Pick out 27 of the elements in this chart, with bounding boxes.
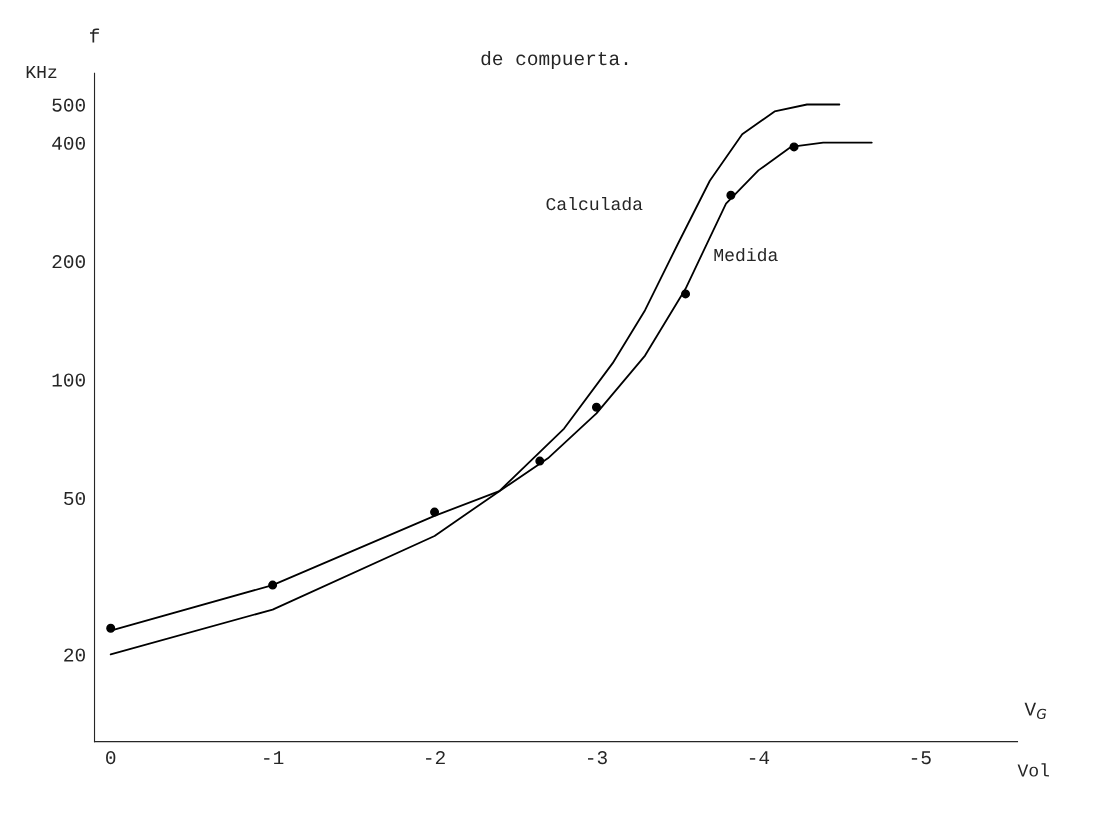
y-tick-label: 500 [52, 98, 85, 112]
y-tick-label: 200 [52, 255, 85, 269]
point [106, 623, 116, 633]
y-tick-label: 50 [64, 491, 85, 506]
point [726, 190, 736, 200]
text: Calculada [546, 196, 643, 211]
x-tick-label: -1 [264, 751, 284, 765]
series-label: Medida [714, 247, 778, 262]
y-tick-label: 100 [52, 373, 85, 387]
point [535, 456, 545, 466]
y-axis-title: f [89, 28, 100, 43]
text: Vol [1017, 763, 1049, 777]
point [268, 580, 278, 590]
x-axis-title: V$_{G}$ [1024, 702, 1047, 719]
point [681, 289, 691, 299]
chart-title: de compuerta. [481, 50, 628, 70]
x-tick-label: -4 [749, 751, 770, 765]
x-tick-label: -5 [911, 751, 931, 765]
x-tick-label: -2 [426, 751, 445, 765]
x-tick-label: -3 [587, 751, 607, 765]
x-tick-label: 0 [106, 751, 116, 765]
point [591, 402, 601, 412]
text: KHz [26, 66, 57, 79]
point [789, 142, 799, 152]
y-tick-label: 20 [64, 648, 85, 662]
point [430, 507, 440, 517]
y-tick-label: 400 [52, 136, 85, 150]
